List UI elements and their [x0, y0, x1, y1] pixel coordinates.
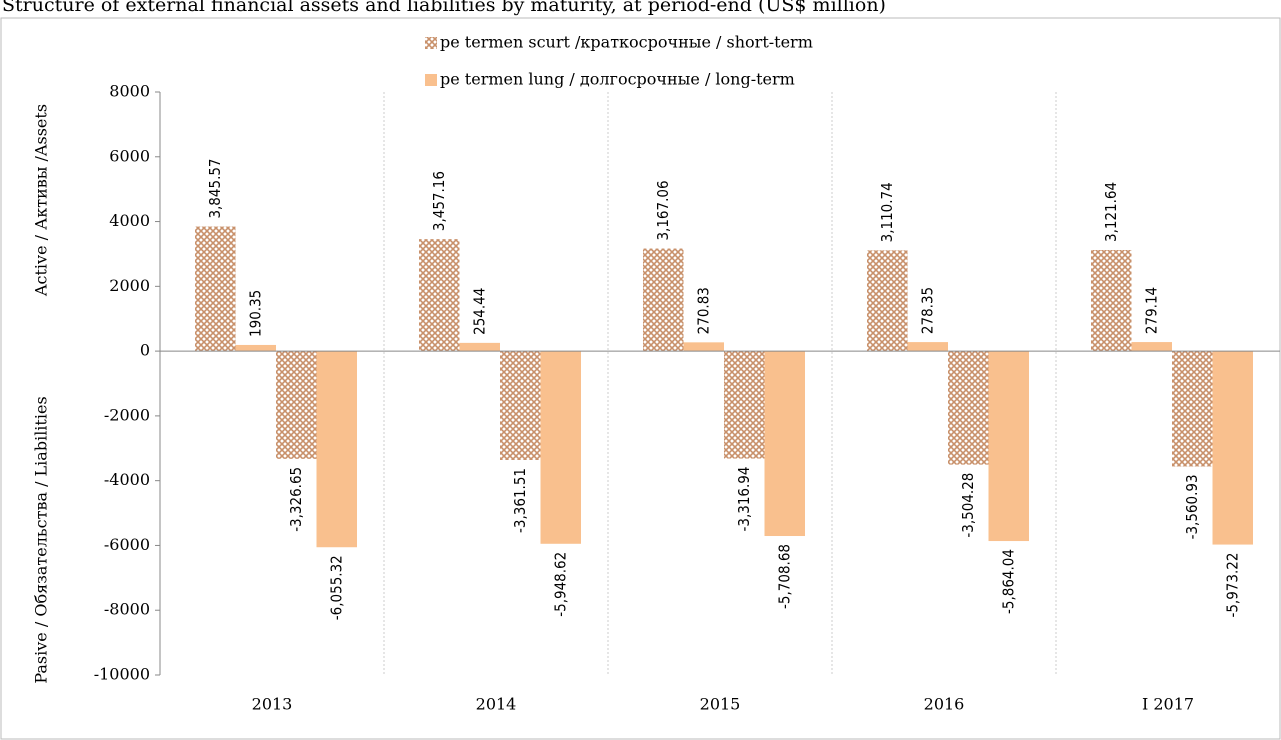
data-label: -6,055.32: [327, 555, 345, 620]
data-label: -5,948.62: [551, 552, 569, 617]
bar: [1172, 351, 1213, 467]
bar: [500, 351, 541, 460]
x-tick-label: 2015: [700, 695, 741, 714]
bar: [907, 342, 948, 352]
bar: [867, 250, 908, 352]
bar: [724, 351, 765, 459]
chart-border: [0, 17, 1281, 740]
x-tick-label: I 2017: [1142, 695, 1194, 714]
y-tick-label: 0: [140, 341, 150, 360]
bar: [419, 239, 460, 352]
bar: [276, 351, 317, 459]
legend-label: pe termen scurt /краткосрочные / short-t…: [440, 33, 813, 52]
legend-swatch: [425, 74, 437, 86]
y-tick-label: -8000: [104, 600, 150, 619]
x-tick-label: 2016: [924, 695, 965, 714]
bar: [988, 351, 1029, 542]
bar: [1131, 342, 1172, 352]
bar: [948, 351, 989, 465]
y-tick-label: -10000: [94, 665, 150, 684]
y-axis-label: Active / Активы /Assets: [32, 104, 51, 297]
bar: [459, 342, 500, 352]
data-label: 278.35: [918, 287, 936, 334]
data-label: -3,361.51: [511, 468, 529, 533]
y-tick-label: -6000: [104, 535, 150, 554]
legend-swatch: [425, 37, 437, 49]
data-label: 3,121.64: [1102, 182, 1120, 242]
bar: [195, 226, 236, 352]
x-tick-label: 2013: [252, 695, 293, 714]
data-label: 3,457.16: [430, 171, 448, 231]
y-tick-label: 8000: [109, 82, 150, 101]
bar: [1212, 351, 1253, 545]
y-tick-label: -4000: [104, 470, 150, 489]
bar: [316, 351, 357, 548]
y-tick-label: 6000: [109, 146, 150, 165]
y-axis-label: Pasive / Обязательства / Liabilities: [32, 396, 51, 683]
data-label: 3,110.74: [878, 182, 896, 242]
data-label: 254.44: [470, 288, 488, 335]
chart-title: Structure of external financial assets a…: [2, 0, 886, 16]
bar: [540, 351, 581, 544]
data-label: 279.14: [1142, 287, 1160, 334]
data-label: -5,973.22: [1223, 553, 1241, 618]
legend-label: pe termen lung / долгосрочные / long-ter…: [440, 70, 795, 89]
y-tick-label: 4000: [109, 211, 150, 230]
bar: [683, 342, 724, 352]
bar: [1091, 250, 1132, 352]
bar: [643, 248, 684, 352]
data-label: 270.83: [694, 287, 712, 334]
x-tick-label: 2014: [476, 695, 517, 714]
data-label: 3,167.06: [654, 180, 672, 240]
bar: [764, 351, 805, 537]
data-label: -3,326.65: [287, 467, 305, 532]
data-label: -3,316.94: [735, 467, 753, 532]
y-tick-label: -2000: [104, 405, 150, 424]
data-label: -5,864.04: [999, 549, 1017, 614]
data-label: -3,504.28: [959, 473, 977, 538]
data-label: 190.35: [246, 290, 264, 337]
y-tick-label: 2000: [109, 276, 150, 295]
data-label: -5,708.68: [775, 544, 793, 609]
data-label: 3,845.57: [206, 158, 224, 218]
data-label: -3,560.93: [1183, 474, 1201, 539]
bar: [235, 344, 276, 352]
